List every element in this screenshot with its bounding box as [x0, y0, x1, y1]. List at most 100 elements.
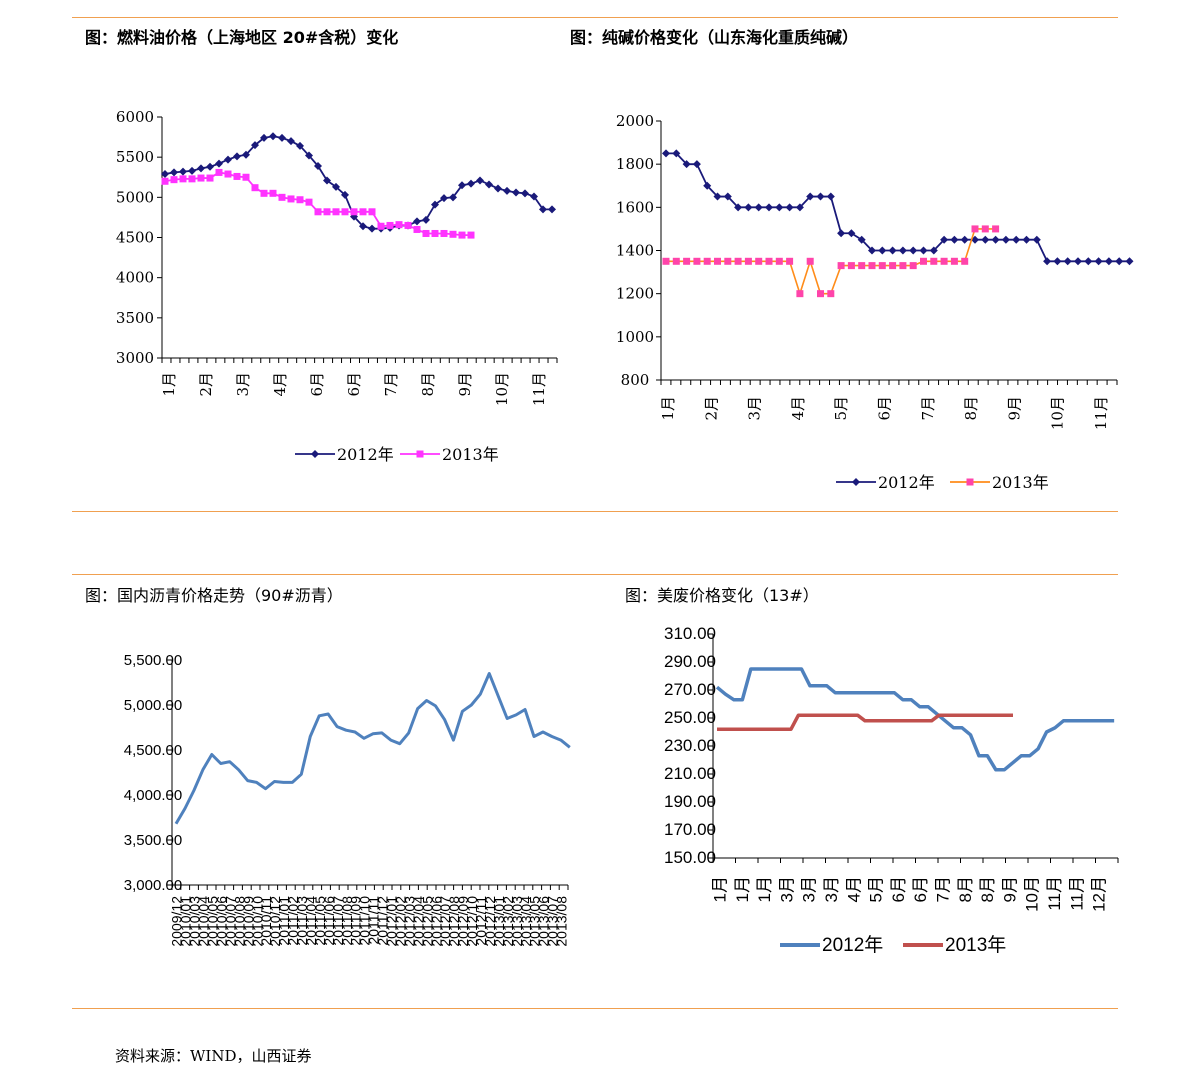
x-tick-label: 2010/06	[213, 896, 229, 947]
data-point	[920, 257, 927, 265]
x-tick-label: 9月	[1000, 876, 1019, 902]
x-tick-label: 2010/07	[222, 896, 238, 947]
x-tick-label: 1月	[160, 372, 178, 397]
x-tick-label: 2012/01	[384, 896, 400, 947]
x-tick-label: 4月	[789, 396, 807, 421]
y-tick-label: 6000	[116, 108, 154, 126]
data-point	[693, 257, 701, 265]
y-tick-label: 150.00	[664, 848, 716, 867]
data-point	[278, 133, 286, 142]
x-tick-label: 7月	[933, 876, 952, 902]
legend-label-2: 2013年	[442, 445, 499, 464]
data-point	[224, 155, 232, 164]
data-point	[422, 215, 430, 224]
data-point	[233, 152, 241, 161]
x-tick-label: 2010/11	[258, 896, 274, 946]
x-tick-label: 2月	[197, 372, 215, 397]
x-tick-label: 5月	[867, 876, 886, 902]
x-tick-label: 2011/02	[285, 896, 301, 946]
x-tick-label: 2012/04	[410, 896, 426, 947]
x-tick-label: 2012/12	[482, 896, 498, 947]
data-point	[278, 193, 286, 201]
data-source-note: 资料来源：WIND，山西证券	[115, 1047, 312, 1065]
data-point	[305, 198, 313, 206]
y-tick-label: 1600	[616, 198, 654, 216]
data-point	[683, 257, 691, 265]
data-point	[449, 230, 457, 238]
data-point	[1125, 257, 1134, 266]
data-point	[682, 160, 691, 169]
x-tick-label: 2月	[702, 396, 720, 421]
soda-ash-chart-title: 图：纯碱价格变化（山东海化重质纯碱）	[570, 28, 859, 47]
x-tick-label: 2013/04	[518, 896, 534, 947]
y-tick-label: 1800	[616, 155, 654, 173]
x-tick-label: 4月	[844, 876, 863, 902]
data-point	[992, 225, 1000, 233]
x-tick-label: 5月	[832, 396, 850, 421]
data-point	[179, 167, 187, 176]
data-point	[816, 192, 825, 201]
legend-label-1: 2012年	[822, 934, 883, 956]
data-point	[1022, 235, 1031, 244]
data-point	[929, 246, 938, 255]
x-tick-label: 2012/03	[401, 896, 417, 947]
data-point	[395, 221, 403, 229]
data-point	[744, 203, 753, 212]
data-point	[485, 180, 493, 189]
data-point	[458, 231, 466, 239]
data-point	[377, 222, 385, 230]
data-point	[296, 196, 304, 204]
data-point	[899, 262, 907, 270]
data-point	[858, 262, 866, 270]
x-tick-label: 11月	[1092, 396, 1110, 430]
data-point	[287, 195, 295, 203]
data-point	[323, 176, 331, 185]
data-point	[837, 262, 845, 270]
data-point	[368, 224, 376, 233]
y-tick-label: 5,500.00	[124, 652, 182, 669]
x-tick-label: 3月	[822, 876, 841, 902]
scrap-steel-price-chart: 150.00 170.00 190.00 210.00 230.00 250.00 270.…	[664, 624, 1119, 956]
data-point	[314, 162, 322, 171]
x-tick-label: 2011/01	[276, 896, 292, 946]
data-point	[960, 235, 969, 244]
y-tick-label: 3000	[116, 349, 154, 367]
y-tick-label: 1400	[616, 242, 654, 260]
data-point	[754, 203, 763, 212]
data-point	[206, 174, 214, 182]
x-tick-label: 2013/06	[536, 896, 552, 947]
data-point	[1115, 257, 1124, 266]
data-point	[440, 229, 448, 237]
legend-marker	[852, 478, 860, 486]
data-point	[467, 179, 475, 188]
data-point	[332, 182, 340, 191]
y-tick-label: 2000	[616, 112, 654, 130]
data-point	[1043, 257, 1052, 266]
x-tick-label: 2012/05	[419, 896, 435, 947]
data-point	[744, 257, 752, 265]
data-point	[1074, 257, 1082, 266]
y-tick-label: 3,000.00	[124, 877, 182, 894]
data-point	[868, 262, 876, 270]
y-tick-label: 4000	[116, 269, 154, 287]
data-point	[197, 174, 205, 182]
data-point	[1104, 257, 1113, 266]
x-tick-label: 11月	[530, 372, 548, 406]
series-line-1	[715, 667, 1115, 772]
data-point	[734, 203, 743, 212]
x-tick-label: 2013/05	[527, 896, 543, 947]
data-point	[251, 141, 259, 150]
x-tick-label: 2012/02	[392, 896, 408, 947]
data-point	[898, 246, 907, 255]
data-point	[940, 257, 948, 265]
x-tick-label: 2011/04	[303, 896, 319, 946]
data-point	[368, 208, 376, 216]
data-point	[714, 257, 721, 265]
x-tick-label: 8月	[956, 876, 975, 902]
data-point	[662, 257, 670, 265]
top-rule-right	[558, 17, 1118, 18]
x-tick-label: 1月	[755, 876, 774, 902]
x-tick-label: 11月	[1067, 876, 1086, 911]
data-point	[826, 192, 835, 201]
y-tick-label: 5500	[116, 148, 154, 166]
